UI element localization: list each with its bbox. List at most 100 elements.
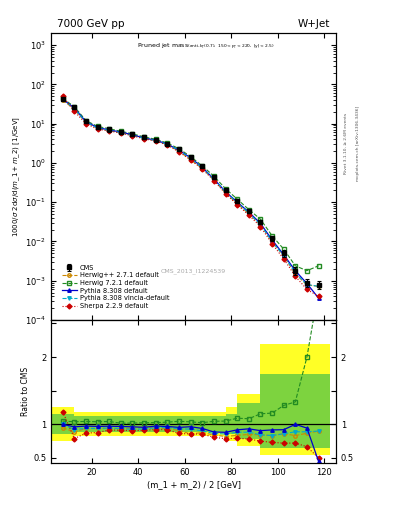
Text: mcplots.cern.ch [arXiv:1306.3436]: mcplots.cern.ch [arXiv:1306.3436]	[356, 106, 360, 181]
Pythia 8.308 default	[281, 251, 286, 258]
Herwig 7.2.1 default	[188, 154, 193, 160]
Pythia 8.308 default	[130, 132, 135, 138]
Herwig++ 2.7.1 default	[188, 157, 193, 163]
Pythia 8.308 default	[316, 295, 321, 301]
Text: CMS_2013_I1224539: CMS_2013_I1224539	[161, 268, 226, 274]
Herwig++ 2.7.1 default	[119, 130, 123, 136]
Pythia 8.308 vincia-default	[281, 253, 286, 259]
Sherpa 2.2.9 default	[316, 293, 321, 300]
Herwig 7.2.1 default	[281, 246, 286, 252]
Herwig++ 2.7.1 default	[258, 222, 263, 228]
Herwig 7.2.1 default	[270, 232, 274, 239]
Pythia 8.308 vincia-default	[165, 141, 170, 147]
Herwig 7.2.1 default	[61, 95, 65, 101]
Pythia 8.308 vincia-default	[84, 119, 88, 125]
Sherpa 2.2.9 default	[61, 93, 65, 99]
Pythia 8.308 vincia-default	[211, 176, 216, 182]
Pythia 8.308 vincia-default	[153, 138, 158, 144]
Sherpa 2.2.9 default	[84, 120, 88, 126]
X-axis label: (m_1 + m_2) / 2 [GeV]: (m_1 + m_2) / 2 [GeV]	[147, 480, 241, 489]
Line: Sherpa 2.2.9 default: Sherpa 2.2.9 default	[61, 94, 320, 298]
Herwig 7.2.1 default	[153, 136, 158, 142]
Herwig++ 2.7.1 default	[130, 132, 135, 138]
Herwig++ 2.7.1 default	[142, 135, 147, 141]
Herwig++ 2.7.1 default	[305, 282, 309, 288]
Pythia 8.308 default	[153, 137, 158, 143]
Pythia 8.308 vincia-default	[293, 270, 298, 276]
Herwig 7.2.1 default	[72, 103, 77, 110]
Sherpa 2.2.9 default	[246, 212, 251, 218]
Herwig++ 2.7.1 default	[223, 190, 228, 196]
Herwig 7.2.1 default	[258, 216, 263, 222]
Sherpa 2.2.9 default	[107, 128, 112, 134]
Herwig 7.2.1 default	[142, 134, 147, 140]
Herwig 7.2.1 default	[211, 173, 216, 179]
Sherpa 2.2.9 default	[235, 202, 239, 208]
Sherpa 2.2.9 default	[281, 256, 286, 262]
Text: Pruned jet mass$_{\mathsf{(anti\text{-}k_T(0.7),\ 150<p_T<220,\ |y|<2.5)}}$: Pruned jet mass$_{\mathsf{(anti\text{-}k…	[137, 42, 274, 51]
Sherpa 2.2.9 default	[142, 136, 147, 142]
Pythia 8.308 default	[246, 209, 251, 215]
Pythia 8.308 vincia-default	[305, 282, 309, 288]
Herwig 7.2.1 default	[95, 123, 100, 130]
Herwig++ 2.7.1 default	[281, 253, 286, 259]
Line: Herwig++ 2.7.1 default: Herwig++ 2.7.1 default	[61, 98, 320, 288]
Herwig 7.2.1 default	[293, 263, 298, 269]
Pythia 8.308 vincia-default	[188, 155, 193, 161]
Pythia 8.308 default	[72, 105, 77, 111]
Sherpa 2.2.9 default	[258, 223, 263, 229]
Text: 7000 GeV pp: 7000 GeV pp	[57, 19, 124, 29]
Herwig 7.2.1 default	[316, 263, 321, 269]
Text: W+Jet: W+Jet	[298, 19, 330, 29]
Herwig 7.2.1 default	[130, 131, 135, 137]
Herwig++ 2.7.1 default	[177, 148, 182, 154]
Pythia 8.308 default	[61, 96, 65, 102]
Pythia 8.308 default	[235, 199, 239, 205]
Sherpa 2.2.9 default	[153, 138, 158, 144]
Herwig 7.2.1 default	[177, 145, 182, 152]
Pythia 8.308 default	[305, 281, 309, 287]
Pythia 8.308 vincia-default	[223, 189, 228, 195]
Pythia 8.308 vincia-default	[177, 147, 182, 154]
Pythia 8.308 default	[84, 119, 88, 125]
Sherpa 2.2.9 default	[293, 273, 298, 280]
Herwig 7.2.1 default	[84, 117, 88, 123]
Herwig++ 2.7.1 default	[235, 201, 239, 207]
Pythia 8.308 vincia-default	[316, 283, 321, 289]
Pythia 8.308 vincia-default	[200, 165, 205, 171]
Herwig 7.2.1 default	[200, 163, 205, 169]
Herwig++ 2.7.1 default	[211, 177, 216, 183]
Herwig++ 2.7.1 default	[293, 271, 298, 277]
Pythia 8.308 vincia-default	[235, 200, 239, 206]
Sherpa 2.2.9 default	[72, 109, 77, 115]
Pythia 8.308 default	[107, 127, 112, 133]
Pythia 8.308 default	[95, 124, 100, 131]
Herwig++ 2.7.1 default	[270, 239, 274, 245]
Sherpa 2.2.9 default	[119, 130, 123, 136]
Text: Rivet 3.1.10, ≥ 2.6M events: Rivet 3.1.10, ≥ 2.6M events	[344, 113, 348, 174]
Pythia 8.308 default	[119, 129, 123, 135]
Herwig++ 2.7.1 default	[61, 97, 65, 103]
Pythia 8.308 vincia-default	[107, 127, 112, 134]
Line: Pythia 8.308 default: Pythia 8.308 default	[61, 97, 320, 300]
Pythia 8.308 vincia-default	[142, 135, 147, 141]
Herwig++ 2.7.1 default	[316, 283, 321, 289]
Pythia 8.308 default	[211, 176, 216, 182]
Pythia 8.308 default	[165, 141, 170, 147]
Pythia 8.308 vincia-default	[130, 133, 135, 139]
Pythia 8.308 vincia-default	[95, 125, 100, 131]
Pythia 8.308 default	[223, 188, 228, 195]
Herwig++ 2.7.1 default	[165, 142, 170, 148]
Pythia 8.308 vincia-default	[61, 96, 65, 102]
Herwig 7.2.1 default	[246, 206, 251, 212]
Herwig++ 2.7.1 default	[95, 125, 100, 131]
Y-axis label: $1000/\sigma\ 2\mathrm{d}\sigma/\mathrm{d}(m\_1 + m\_2)\ [1/\mathrm{GeV}]$: $1000/\sigma\ 2\mathrm{d}\sigma/\mathrm{…	[12, 116, 22, 237]
Herwig++ 2.7.1 default	[72, 106, 77, 113]
Pythia 8.308 default	[258, 220, 263, 226]
Pythia 8.308 vincia-default	[246, 210, 251, 216]
Herwig 7.2.1 default	[223, 186, 228, 192]
Pythia 8.308 vincia-default	[72, 105, 77, 112]
Herwig++ 2.7.1 default	[153, 138, 158, 144]
Herwig 7.2.1 default	[235, 196, 239, 202]
Sherpa 2.2.9 default	[305, 286, 309, 292]
